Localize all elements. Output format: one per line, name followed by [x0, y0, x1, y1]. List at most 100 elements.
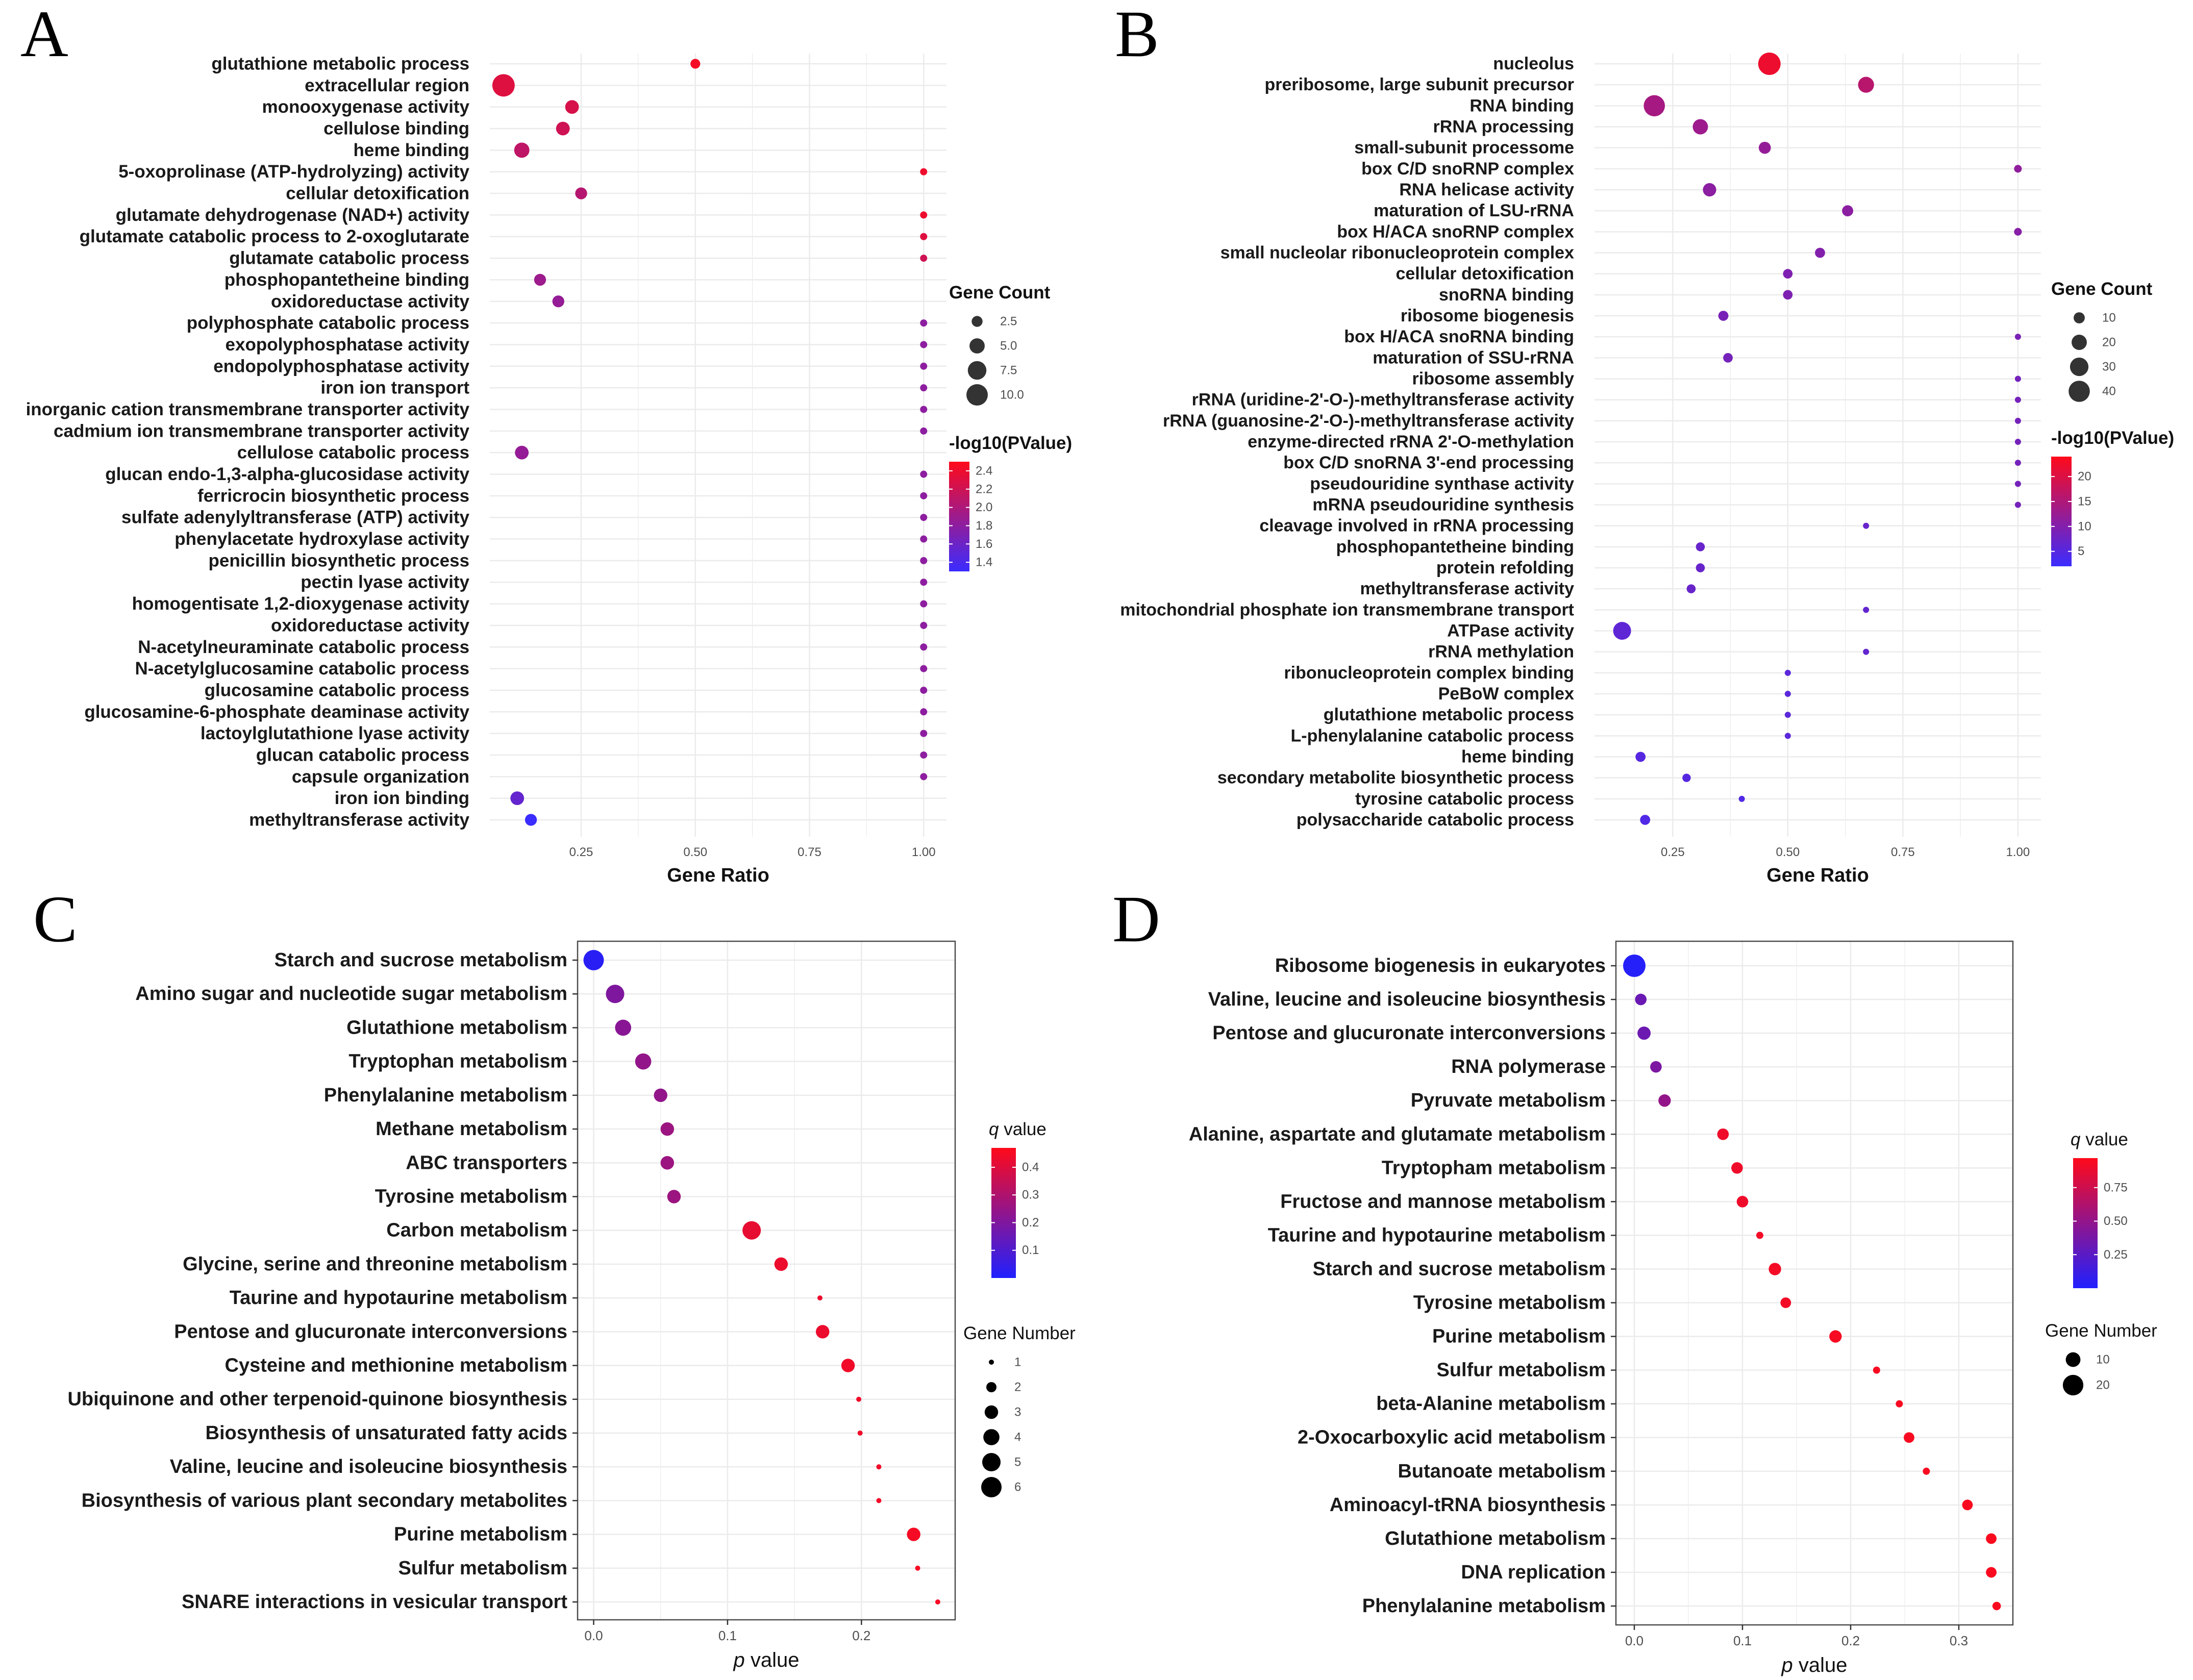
term-label: Tryptopham metabolism [1382, 1157, 1606, 1178]
data-point [815, 1325, 830, 1339]
x-tick-label: 0.1 [718, 1628, 737, 1643]
color-legend-title: q value [989, 1119, 1046, 1139]
size-legend-label: 10.0 [1000, 388, 1024, 402]
term-label: maturation of SSU-rRNA [1373, 348, 1574, 367]
term-label: small-subunit processome [1354, 138, 1574, 158]
data-point [1643, 95, 1665, 117]
term-label: methyltransferase activity [249, 810, 469, 830]
term-label: Butanoate metabolism [1398, 1461, 1606, 1482]
term-label: Biosynthesis of unsaturated fatty acids [206, 1422, 568, 1444]
data-point [515, 445, 529, 460]
term-label: glucosamine-6-phosphate deaminase activi… [84, 702, 469, 722]
term-label: DNA replication [1461, 1562, 1606, 1583]
data-point [920, 319, 928, 327]
x-axis-title-italic: p [733, 1649, 745, 1671]
data-point [1962, 1499, 1973, 1511]
term-label: snoRNA binding [1439, 285, 1574, 305]
data-point [1784, 712, 1791, 718]
data-point [920, 643, 928, 651]
data-point [1756, 1232, 1763, 1239]
size-legend-label: 7.5 [1000, 364, 1017, 378]
y-axis: Ribosome biogenesis in eukaryotes Valine,… [1189, 955, 1616, 1617]
color-bar-label: 1.4 [976, 556, 992, 569]
term-label: methyltransferase activity [1360, 579, 1574, 598]
term-label: pectin lyase activity [301, 572, 469, 592]
data-point [556, 121, 570, 136]
data-point [1731, 1162, 1743, 1174]
data-point [2014, 396, 2021, 403]
term-label: glutathione metabolic process [211, 54, 469, 74]
data-point [920, 362, 928, 370]
term-label: Fructose and mannose metabolism [1280, 1191, 1606, 1212]
data-point [742, 1221, 761, 1240]
x-axis: 0.0 0.1 0.2 p value [584, 1620, 870, 1671]
data-point [492, 74, 515, 97]
term-label: Pentose and glucuronate interconversions [1212, 1022, 1606, 1044]
data-point [1736, 1196, 1749, 1208]
term-label: phosphopantetheine binding [1336, 537, 1574, 557]
size-legend-key [986, 1382, 996, 1392]
data-point [935, 1599, 940, 1604]
data-point [660, 1156, 675, 1170]
term-label: polysaccharide catabolic process [1297, 810, 1574, 830]
term-label: nucleolus [1493, 54, 1574, 73]
data-point [1658, 1094, 1671, 1107]
y-axis: glutathione metabolic process extracellul… [26, 54, 470, 830]
x-tick-label: 1.00 [912, 845, 936, 859]
color-bar-label: 2.4 [976, 464, 992, 478]
data-point [857, 1430, 863, 1436]
term-label: cellular detoxification [286, 184, 469, 204]
term-label: phosphopantetheine binding [225, 270, 469, 290]
term-label: glucan catabolic process [256, 745, 469, 765]
term-label: Ribosome biogenesis in eukaryotes [1275, 955, 1606, 976]
data-point [1682, 773, 1691, 782]
term-label: Glutathione metabolism [346, 1017, 567, 1038]
x-tick-label: 0.75 [798, 845, 821, 859]
color-bar-label: 20 [2078, 470, 2091, 484]
size-legend-label: 1 [1014, 1356, 1021, 1369]
panel-c: C Starch and sucrose metabolism Amino suga… [33, 883, 1076, 1671]
data-point [920, 406, 928, 413]
term-label: protein refolding [1436, 558, 1574, 578]
x-tick-label: 0.0 [584, 1628, 603, 1643]
term-label: Purine metabolism [394, 1524, 567, 1545]
data-point [1904, 1432, 1914, 1443]
term-label: cleavage involved in rRNA processing [1259, 516, 1574, 536]
size-legend-label: 5 [1014, 1456, 1021, 1469]
data-point [2014, 165, 2022, 173]
size-legend-label: 3 [1014, 1406, 1021, 1419]
data-point [1863, 607, 1870, 613]
grid [490, 54, 946, 837]
data-point [920, 233, 928, 240]
data-point [534, 273, 546, 286]
term-label: secondary metabolite biosynthetic proces… [1217, 768, 1574, 788]
term-label: Valine, leucine and isoleucine biosynthe… [170, 1456, 567, 1477]
size-legend-key [2070, 357, 2089, 377]
term-label: mRNA pseudouridine synthesis [1312, 495, 1574, 515]
term-label: oxidoreductase activity [271, 615, 470, 635]
color-legend-title: q value [2071, 1130, 2128, 1149]
color-legend-title-rest: value [999, 1119, 1046, 1139]
data-point [635, 1053, 652, 1070]
data-point [615, 1019, 632, 1036]
term-label: monooxygenase activity [262, 97, 469, 117]
term-label: Tyrosine metabolism [1413, 1292, 1606, 1314]
size-legend-key [989, 1360, 994, 1365]
data-point [1637, 1026, 1651, 1040]
term-label: oxidoreductase activity [271, 291, 470, 311]
plot-area [1616, 941, 2013, 1625]
term-label: glutamate catabolic process to 2-oxoglut… [80, 227, 469, 246]
data-point [920, 470, 928, 478]
color-bar-label: 15 [2078, 494, 2091, 508]
term-label: pseudouridine synthase activity [1310, 474, 1574, 493]
term-label: tyrosine catabolic process [1355, 789, 1574, 809]
term-label: cellulose binding [323, 119, 469, 139]
data-point [841, 1359, 855, 1372]
panel-d: D Ribosome biogenesis in eukaryotes Valine… [1112, 883, 2157, 1676]
data-point [920, 341, 928, 348]
size-legend-key [2069, 381, 2090, 402]
data-point [920, 600, 928, 608]
term-label: PeBoW complex [1438, 684, 1574, 704]
size-legend-title: Gene Count [2051, 279, 2153, 299]
